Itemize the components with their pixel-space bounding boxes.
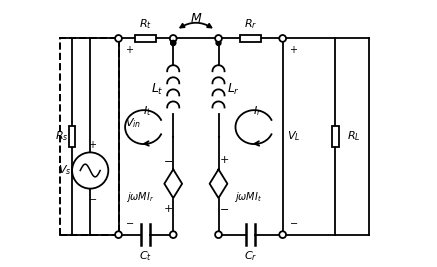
Text: $R_L$: $R_L$: [347, 130, 361, 143]
Text: $-$: $-$: [88, 193, 97, 203]
Text: $V_L$: $V_L$: [287, 130, 301, 143]
Text: $V_{in}$: $V_{in}$: [125, 116, 142, 130]
Bar: [240, 35, 261, 42]
Circle shape: [216, 41, 221, 45]
Text: $-$: $-$: [163, 155, 173, 165]
Text: $j\omega MI_r$: $j\omega MI_r$: [126, 190, 154, 204]
Circle shape: [171, 41, 176, 45]
Circle shape: [170, 35, 177, 42]
Text: $L_t$: $L_t$: [151, 82, 164, 97]
Bar: [60, 38, 118, 235]
Text: $R_s$: $R_s$: [55, 130, 68, 143]
Text: $+$: $+$: [125, 44, 134, 55]
Text: $V_s$: $V_s$: [58, 164, 71, 177]
Text: $R_r$: $R_r$: [244, 17, 257, 31]
Text: $-$: $-$: [289, 217, 298, 227]
Text: $M$: $M$: [190, 12, 202, 25]
Bar: [135, 35, 156, 42]
Circle shape: [215, 231, 222, 238]
Circle shape: [279, 35, 286, 42]
Circle shape: [279, 231, 286, 238]
Text: $j\omega MI_t$: $j\omega MI_t$: [234, 190, 263, 204]
Text: $+$: $+$: [218, 154, 229, 165]
Text: $+$: $+$: [88, 139, 97, 150]
Text: $I_t$: $I_t$: [143, 104, 151, 118]
Circle shape: [171, 41, 176, 45]
Circle shape: [115, 231, 122, 238]
Polygon shape: [210, 169, 227, 198]
Bar: [69, 126, 75, 147]
Text: $-$: $-$: [125, 217, 134, 227]
Text: $R_t$: $R_t$: [139, 17, 153, 31]
Text: $C_t$: $C_t$: [139, 249, 153, 263]
Text: $-$: $-$: [219, 203, 229, 213]
Bar: [332, 126, 339, 147]
Circle shape: [215, 35, 222, 42]
Text: $+$: $+$: [289, 44, 298, 55]
Text: $L_r$: $L_r$: [227, 82, 240, 97]
Circle shape: [72, 152, 108, 189]
Text: $I_r$: $I_r$: [253, 104, 262, 118]
Polygon shape: [164, 169, 182, 198]
Circle shape: [170, 231, 177, 238]
Circle shape: [115, 35, 122, 42]
Text: $+$: $+$: [163, 203, 173, 214]
Text: $C_r$: $C_r$: [244, 249, 257, 263]
